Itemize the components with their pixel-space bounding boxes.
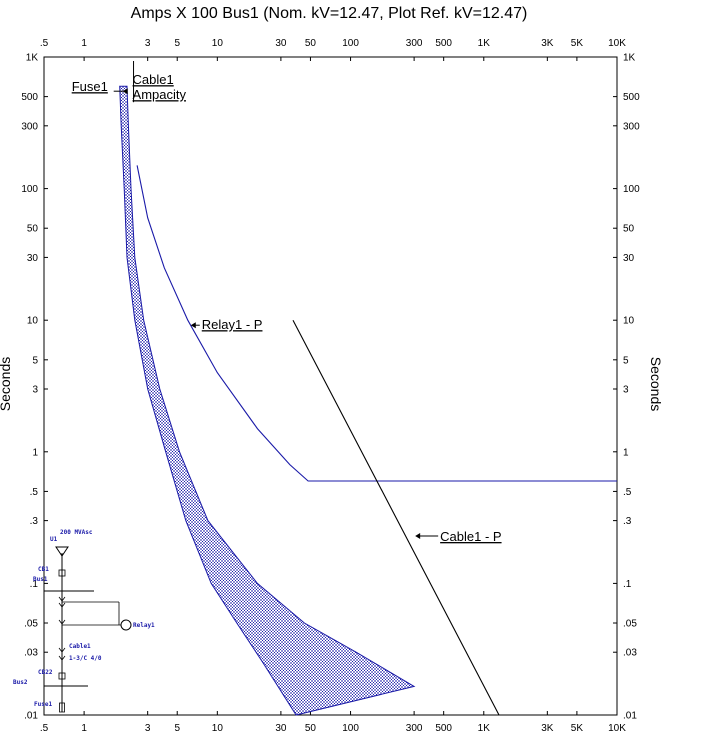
x-tick-label-bottom: 10K — [608, 723, 626, 734]
plot-frame — [43, 56, 618, 716]
x-tick-label-top: 3K — [541, 38, 554, 49]
y-tick-label-right: 30 — [623, 253, 635, 264]
fuse1-arrow-icon — [122, 88, 128, 95]
y-tick-label-left: .03 — [24, 648, 38, 659]
curves-group — [119, 61, 617, 716]
x-tick-label-top: 5K — [571, 38, 584, 49]
y-tick-label-left: 50 — [27, 224, 39, 235]
ampacity-label: Ampacity — [133, 87, 187, 102]
disconnect-icon — [58, 596, 66, 608]
y-tick-label-left: 1K — [26, 53, 39, 64]
y-tick-label-left: 500 — [21, 92, 38, 103]
x-tick-label-top: 300 — [406, 38, 423, 49]
y-tick-label-right: 10 — [623, 316, 635, 327]
cable1-p-arrow-icon — [415, 533, 421, 540]
cb1-breaker-icon — [58, 569, 66, 577]
relay1-p-label: Relay1 - P — [202, 317, 263, 332]
axis-ticks: .5 .5 1 1 3 3 5 5 10 10 30 30 50 50 100 100 300 300 500 500… — [21, 38, 640, 734]
x-tick-label-top: 1K — [478, 38, 491, 49]
source-rating: 200 MVAsc — [60, 529, 93, 536]
x-tick-label-bottom: 5 — [174, 723, 180, 734]
x-tick-label-top: 1 — [81, 38, 87, 49]
fuse1-band — [119, 85, 416, 716]
utility-source-icon — [55, 546, 69, 557]
cb2-breaker-icon — [58, 672, 66, 680]
y-tick-label-left: 100 — [21, 184, 38, 195]
y-tick-label-right: .5 — [623, 487, 632, 498]
y-tick-label-right: .01 — [623, 711, 637, 722]
y-tick-label-right: 500 — [623, 92, 640, 103]
y-tick-label-right: 1K — [623, 53, 636, 64]
y-tick-label-left: 1 — [32, 447, 38, 458]
x-tick-label-bottom: 1K — [478, 723, 491, 734]
y-tick-label-left: .3 — [30, 516, 39, 527]
y-tick-label-right: .3 — [623, 516, 632, 527]
y-tick-label-left: 5 — [32, 355, 38, 366]
x-tick-label-bottom: 30 — [275, 723, 287, 734]
x-tick-label-bottom: 5K — [571, 723, 584, 734]
y-tick-label-left: 3 — [32, 385, 38, 396]
y-tick-label-left: .5 — [30, 487, 39, 498]
y-tick-label-left: 30 — [27, 253, 39, 264]
x-tick-label-bottom: 3K — [541, 723, 554, 734]
y-tick-label-right: 100 — [623, 184, 640, 195]
x-tick-label-top: 10K — [608, 38, 626, 49]
y-tick-label-right: 3 — [623, 385, 629, 396]
y-tick-label-right: 300 — [623, 121, 640, 132]
relay1-p-arrow-icon — [190, 322, 196, 329]
cable-termination-icon — [58, 647, 66, 661]
x-tick-label-top: 50 — [305, 38, 317, 49]
x-tick-label-bottom: 3 — [145, 723, 151, 734]
y-tick-label-right: 1 — [623, 447, 629, 458]
x-tick-label-bottom: 50 — [305, 723, 317, 734]
bus1-label: Bus1 — [33, 576, 48, 583]
chart-title: Amps X 100 Bus1 (Nom. kV=12.47, Plot Ref… — [131, 5, 528, 22]
x-tick-label-top: 10 — [212, 38, 224, 49]
x-tick-label-bottom: 100 — [342, 723, 359, 734]
y-axis-label-right: Seconds — [648, 357, 664, 411]
x-tick-label-top: .5 — [40, 38, 49, 49]
y-tick-label-right: .03 — [623, 648, 637, 659]
y-tick-label-left: .01 — [24, 711, 38, 722]
cb2-label: CB22 — [38, 669, 53, 676]
x-tick-label-top: 3 — [145, 38, 151, 49]
cb1-label: CB1 — [38, 566, 49, 573]
source-label: U1 — [50, 536, 58, 543]
y-tick-label-right: 50 — [623, 224, 635, 235]
x-tick-label-top: 500 — [435, 38, 452, 49]
y-tick-label-left: .05 — [24, 619, 38, 630]
one-line-diagram: U1 200 MVAsc CB1 Bus1 Relay1 Cable1 1-3/… — [13, 529, 155, 713]
cable1-label: Cable1 — [133, 72, 174, 87]
x-tick-label-bottom: .5 — [40, 723, 49, 734]
y-tick-label-right: 5 — [623, 355, 629, 366]
y-tick-label-right: .05 — [623, 619, 637, 630]
cable-label: Cable1 — [69, 643, 91, 650]
y-tick-label-left: .1 — [30, 579, 39, 590]
y-tick-label-right: .1 — [623, 579, 632, 590]
cable1-p-label: Cable1 - P — [440, 529, 501, 544]
x-tick-label-top: 100 — [342, 38, 359, 49]
x-tick-label-bottom: 500 — [435, 723, 452, 734]
relay-label: Relay1 — [133, 622, 155, 629]
bus2-label: Bus2 — [13, 679, 28, 686]
cable1-p-curve — [292, 319, 500, 716]
fuse-icon — [59, 702, 65, 713]
cable-spec: 1-3/C 4/0 — [69, 655, 102, 662]
relay1-p-curve — [136, 165, 617, 482]
relay-icon — [120, 619, 132, 631]
x-tick-label-bottom: 10 — [212, 723, 224, 734]
cable-terminal-icon — [58, 619, 66, 625]
x-tick-label-top: 30 — [275, 38, 287, 49]
y-tick-label-left: 10 — [27, 316, 39, 327]
x-tick-label-bottom: 1 — [81, 723, 87, 734]
x-tick-label-top: 5 — [174, 38, 180, 49]
y-axis-label-left: Seconds — [0, 357, 13, 411]
x-tick-label-bottom: 300 — [406, 723, 423, 734]
y-tick-label-left: 300 — [21, 121, 38, 132]
fuse1-label: Fuse1 — [72, 79, 108, 94]
fuse-label: Fuse1 — [34, 701, 52, 708]
